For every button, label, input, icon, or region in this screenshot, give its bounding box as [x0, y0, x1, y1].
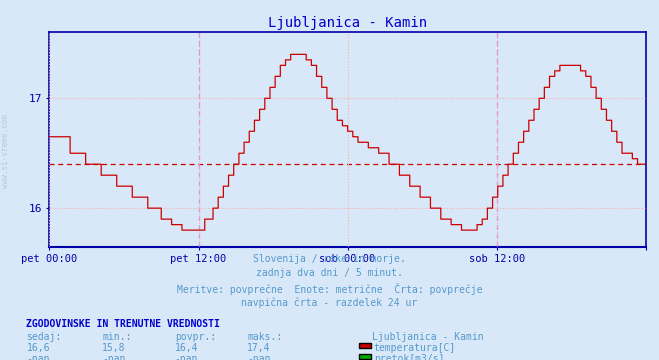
Text: Slovenija / reke in morje.: Slovenija / reke in morje. — [253, 254, 406, 264]
Text: maks.:: maks.: — [247, 332, 282, 342]
Text: -nan: -nan — [26, 354, 50, 360]
Text: www.si-vreme.com: www.si-vreme.com — [1, 114, 10, 188]
Text: -nan: -nan — [247, 354, 271, 360]
Text: -nan: -nan — [102, 354, 126, 360]
Text: zadnja dva dni / 5 minut.: zadnja dva dni / 5 minut. — [256, 268, 403, 278]
Text: Ljubljanica - Kamin: Ljubljanica - Kamin — [372, 332, 484, 342]
Text: 16,4: 16,4 — [175, 343, 198, 353]
Text: ZGODOVINSKE IN TRENUTNE VREDNOSTI: ZGODOVINSKE IN TRENUTNE VREDNOSTI — [26, 319, 220, 329]
Text: 15,8: 15,8 — [102, 343, 126, 353]
Text: 17,4: 17,4 — [247, 343, 271, 353]
Title: Ljubljanica - Kamin: Ljubljanica - Kamin — [268, 16, 427, 30]
Text: povpr.:: povpr.: — [175, 332, 215, 342]
Text: min.:: min.: — [102, 332, 132, 342]
Text: navpična črta - razdelek 24 ur: navpična črta - razdelek 24 ur — [241, 297, 418, 307]
Text: -nan: -nan — [175, 354, 198, 360]
Text: 16,6: 16,6 — [26, 343, 50, 353]
Text: Meritve: povprečne  Enote: metrične  Črta: povprečje: Meritve: povprečne Enote: metrične Črta:… — [177, 283, 482, 294]
Text: pretok[m3/s]: pretok[m3/s] — [374, 354, 444, 360]
Text: sedaj:: sedaj: — [26, 332, 61, 342]
Text: temperatura[C]: temperatura[C] — [374, 343, 456, 353]
